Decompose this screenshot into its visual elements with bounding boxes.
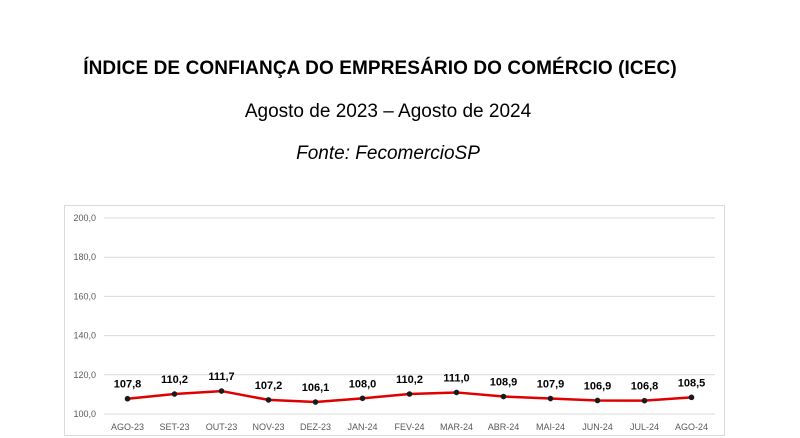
x-tick-label: FEV-24 bbox=[394, 422, 424, 432]
data-label: 110,2 bbox=[396, 374, 423, 386]
data-label: 106,8 bbox=[631, 381, 659, 393]
chart-subtitle: Agosto de 2023 – Agosto de 2024 bbox=[244, 101, 532, 122]
data-label: 107,9 bbox=[537, 379, 565, 391]
data-label: 106,1 bbox=[302, 382, 330, 394]
x-tick-label: SET-23 bbox=[159, 422, 189, 432]
data-point bbox=[265, 397, 272, 403]
chart-title: ÍNDICE DE CONFIANÇA DO EMPRESÁRIO DO COM… bbox=[83, 58, 677, 79]
data-point bbox=[547, 395, 554, 402]
chart-area: 100,0 120,0 140,0 160,0 180,0 200,0 AGO-23 SET-… bbox=[64, 205, 725, 436]
data-label: 106,9 bbox=[584, 380, 612, 392]
chart-source: Fonte: FecomercioSP bbox=[296, 143, 480, 164]
x-tick-label: MAR-24 bbox=[440, 422, 473, 432]
data-label: 111,0 bbox=[443, 372, 469, 384]
data-label: 108,9 bbox=[490, 377, 518, 389]
y-tick-label: 200,0 bbox=[73, 213, 96, 223]
line-chart: 100,0 120,0 140,0 160,0 180,0 200,0 AGO-23 SET-… bbox=[73, 213, 715, 432]
x-tick-label: MAI-24 bbox=[536, 422, 565, 432]
data-point bbox=[688, 394, 695, 401]
data-label: 108,0 bbox=[349, 378, 377, 390]
data-point bbox=[312, 399, 319, 405]
data-point bbox=[359, 395, 366, 402]
data-point bbox=[406, 391, 413, 397]
x-tick-label: OUT-23 bbox=[206, 422, 238, 432]
data-point bbox=[594, 397, 601, 404]
data-point bbox=[218, 388, 225, 394]
data-point bbox=[500, 393, 507, 400]
x-tick-label: JUL-24 bbox=[630, 422, 659, 432]
y-tick-label: 100,0 bbox=[73, 409, 96, 419]
x-tick-label: NOV-23 bbox=[252, 422, 284, 432]
x-tick-label: ABR-24 bbox=[488, 422, 520, 432]
x-tick-label: AGO-24 bbox=[675, 422, 708, 432]
x-tick-label: JUN-24 bbox=[582, 422, 613, 432]
y-tick-label: 120,0 bbox=[73, 370, 96, 380]
y-tick-label: 180,0 bbox=[73, 252, 96, 262]
data-label: 110,2 bbox=[161, 374, 188, 386]
data-label: 108,5 bbox=[678, 377, 706, 389]
x-tick-label: AGO-23 bbox=[111, 422, 144, 432]
data-label: 111,7 bbox=[208, 371, 234, 383]
data-label: 107,2 bbox=[255, 380, 283, 392]
x-tick-label: JAN-24 bbox=[347, 422, 377, 432]
x-tick-label: DEZ-23 bbox=[300, 422, 331, 432]
data-point bbox=[124, 395, 131, 402]
data-point bbox=[641, 397, 648, 404]
data-point bbox=[453, 389, 460, 396]
data-point bbox=[171, 391, 178, 397]
data-label: 107,8 bbox=[114, 379, 142, 391]
y-tick-label: 140,0 bbox=[73, 331, 96, 341]
y-tick-label: 160,0 bbox=[73, 291, 96, 301]
